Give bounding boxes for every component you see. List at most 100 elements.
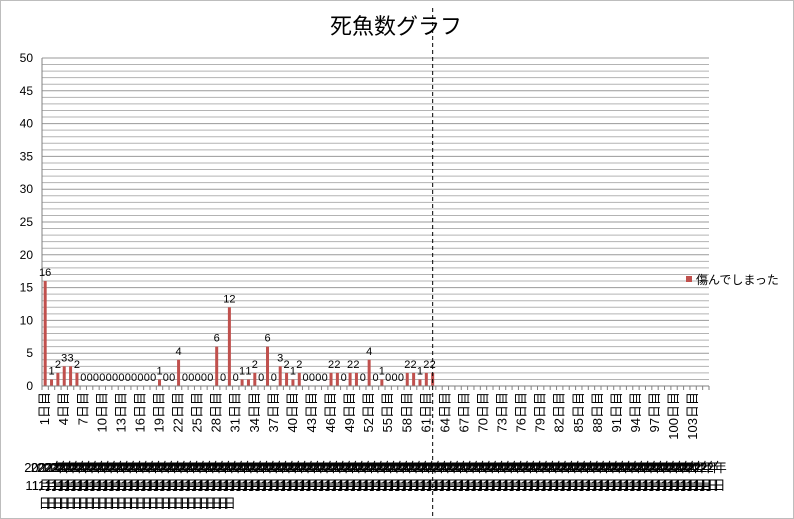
data-label: 6 bbox=[264, 333, 270, 345]
x-date-label: 11月日 bbox=[318, 478, 358, 493]
x-date-label: 2022年 bbox=[615, 460, 657, 475]
x-date-label: 11月日 bbox=[483, 478, 523, 493]
x-date-label: 11月日 bbox=[661, 478, 701, 493]
x-date-label: 11月日 bbox=[57, 478, 97, 493]
x-date-label: 2022年 bbox=[685, 460, 727, 475]
x-date-label: 2022年 bbox=[215, 460, 257, 475]
data-label: 1 bbox=[417, 365, 423, 377]
x-date-label: 2022年 bbox=[234, 460, 276, 475]
x-date-label: 日 bbox=[191, 496, 204, 511]
x-date-label: 11月日 bbox=[686, 478, 726, 493]
bar bbox=[227, 307, 231, 386]
x-tick-label: 64日目 bbox=[437, 392, 452, 432]
x-date-label: 11月日 bbox=[432, 478, 472, 493]
x-date-label: 2022年 bbox=[431, 460, 473, 475]
data-label: 6 bbox=[214, 333, 220, 345]
x-date-label: 日 bbox=[172, 496, 185, 511]
data-label: 0 bbox=[341, 372, 347, 384]
x-date-label: 11月日 bbox=[368, 478, 408, 493]
x-tick-label: 34日目 bbox=[247, 392, 262, 432]
x-date-label: 2022年 bbox=[126, 460, 168, 475]
x-date-label: 11月日 bbox=[133, 478, 173, 493]
data-label: 0 bbox=[271, 372, 277, 384]
x-date-label: 2022年 bbox=[88, 460, 130, 475]
x-date-label: 2022年 bbox=[316, 460, 358, 475]
x-tick-label: 19日目 bbox=[152, 392, 167, 432]
data-label: 0 bbox=[391, 372, 397, 384]
y-tick-label: 5 bbox=[26, 346, 33, 360]
data-label: 4 bbox=[176, 346, 182, 358]
x-date-label: 11月日 bbox=[616, 478, 656, 493]
x-date-label: 2022年 bbox=[247, 460, 289, 475]
x-date-label: 11月日 bbox=[152, 478, 192, 493]
x-date-label: 2022年 bbox=[640, 460, 682, 475]
bar bbox=[69, 366, 73, 386]
y-tick-label: 25 bbox=[20, 215, 34, 229]
x-date-label: 日 bbox=[153, 496, 166, 511]
data-label: 0 bbox=[144, 372, 150, 384]
x-date-label: 11月日 bbox=[349, 478, 389, 493]
x-date-label: 2022年 bbox=[240, 460, 282, 475]
x-date-label: 日 bbox=[166, 496, 179, 511]
data-label: 1 bbox=[290, 365, 296, 377]
legend-label: 傷んでしまった bbox=[696, 272, 779, 287]
x-date-label: 11月日 bbox=[527, 478, 567, 493]
data-label: 0 bbox=[80, 372, 86, 384]
data-label: 0 bbox=[195, 372, 201, 384]
data-label: 2 bbox=[296, 359, 302, 371]
data-label: 1 bbox=[245, 365, 251, 377]
x-date-label: 11月日 bbox=[146, 478, 186, 493]
x-date-label: 2022年 bbox=[564, 460, 606, 475]
x-tick-label: 52日目 bbox=[361, 392, 376, 432]
x-date-label: 11月日 bbox=[521, 478, 561, 493]
data-label: 0 bbox=[93, 372, 99, 384]
x-date-label: 2022年 bbox=[539, 460, 581, 475]
data-label: 0 bbox=[385, 372, 391, 384]
legend: 傷んでしまった bbox=[686, 272, 779, 287]
x-date-label: 2022年 bbox=[202, 460, 244, 475]
x-date-label: 日 bbox=[96, 496, 109, 511]
x-date-label: 11月日 bbox=[451, 478, 491, 493]
x-date-label: 2022年 bbox=[361, 460, 403, 475]
x-date-label: 2022年 bbox=[291, 460, 333, 475]
x-tick-label: 16日目 bbox=[132, 392, 147, 432]
x-date-label: 11月日 bbox=[464, 478, 504, 493]
bar bbox=[418, 379, 422, 386]
x-tick-label: 4日目 bbox=[56, 392, 71, 425]
x-date-label: 11月日 bbox=[121, 478, 161, 493]
x-tick-label: 82日目 bbox=[552, 392, 567, 432]
x-date-label: 日 bbox=[70, 496, 83, 511]
data-label: 0 bbox=[233, 372, 239, 384]
x-tick-label: 61日目 bbox=[418, 392, 433, 432]
x-date-label: 2022年 bbox=[297, 460, 339, 475]
x-tick-label: 79日目 bbox=[533, 392, 548, 432]
data-label: 1 bbox=[379, 365, 385, 377]
x-date-label: 日 bbox=[147, 496, 160, 511]
x-date-label: 2022年 bbox=[107, 460, 149, 475]
bar bbox=[177, 359, 181, 386]
bar bbox=[246, 379, 250, 386]
x-date-label: 11月日 bbox=[222, 478, 262, 493]
x-date-label: 日 bbox=[140, 496, 153, 511]
data-label: 0 bbox=[131, 372, 137, 384]
x-tick-label: 85日目 bbox=[571, 392, 586, 432]
x-date-label: 日 bbox=[210, 496, 223, 511]
x-date-label: 11月日 bbox=[140, 478, 180, 493]
x-date-label: 11月日 bbox=[203, 478, 243, 493]
x-date-label: 2022年 bbox=[513, 460, 555, 475]
x-date-label: 2022年 bbox=[31, 460, 73, 475]
data-label: 0 bbox=[106, 372, 112, 384]
x-date-label: 11月日 bbox=[654, 478, 694, 493]
x-date-label: 11月日 bbox=[591, 478, 631, 493]
x-date-label: 2022年 bbox=[208, 460, 250, 475]
y-axis: 0 5 10 15 20 25 30 35 40 45 50 bbox=[20, 51, 43, 393]
x-date-label: 11月日 bbox=[32, 478, 72, 493]
data-label: 3 bbox=[61, 352, 67, 364]
x-date-label: 11月日 bbox=[248, 478, 288, 493]
x-tick-label: 100日目 bbox=[666, 392, 681, 440]
x-date-label: 11月日 bbox=[299, 478, 339, 493]
x-tick-label: 25日目 bbox=[190, 392, 205, 432]
data-label: 0 bbox=[137, 372, 143, 384]
bar bbox=[329, 372, 333, 386]
x-date-label: 2022年 bbox=[151, 460, 193, 475]
